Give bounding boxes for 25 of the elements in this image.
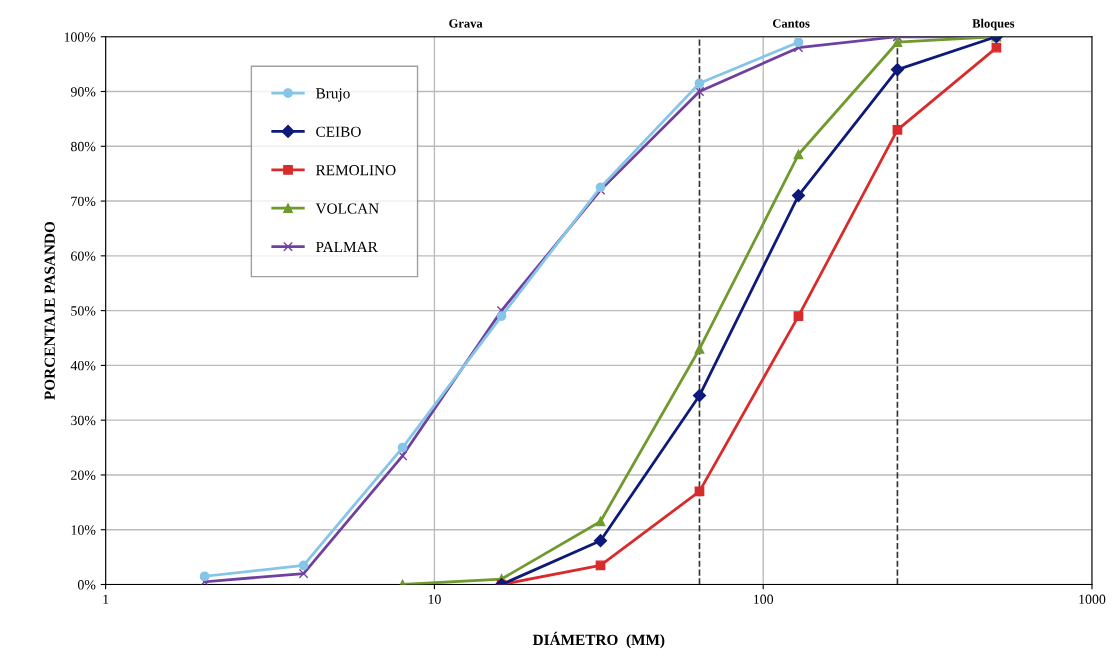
legend-label: CEIBO: [316, 126, 361, 137]
text: Bloques: [972, 18, 1015, 31]
x-tick-label: 1: [103, 594, 109, 604]
y-tick-label: 100%: [64, 32, 96, 42]
x-tick-label: 10: [428, 594, 441, 604]
y-tick-label: 70%: [71, 196, 96, 207]
x-axis-title: DIÁMETRO (MM): [532, 631, 665, 649]
y-axis-title: PORCENTAJE PASANDO: [44, 221, 55, 400]
y-tick-label: 0%: [77, 580, 96, 590]
legend-label: Brujo: [315, 88, 350, 102]
y-tick-label: 80%: [70, 141, 96, 152]
x-tick-label: 100: [754, 594, 774, 604]
y-tick-label: 20%: [71, 470, 96, 480]
legend-label: REMOLINO: [315, 165, 396, 176]
text: Grava: [449, 19, 483, 28]
legend-label: PALMAR: [315, 241, 378, 252]
text: Cantos: [773, 19, 810, 28]
y-tick-label: 40%: [70, 360, 96, 371]
y-tick-label: 30%: [71, 415, 96, 426]
y-tick-label: 90%: [70, 87, 96, 97]
legend-label: VOLCAN: [315, 203, 379, 214]
y-tick-label: 10%: [71, 525, 96, 535]
x-tick-label: 1000: [1079, 594, 1106, 604]
y-tick-label: 50%: [71, 306, 96, 316]
y-tick-label: 60%: [71, 251, 96, 261]
